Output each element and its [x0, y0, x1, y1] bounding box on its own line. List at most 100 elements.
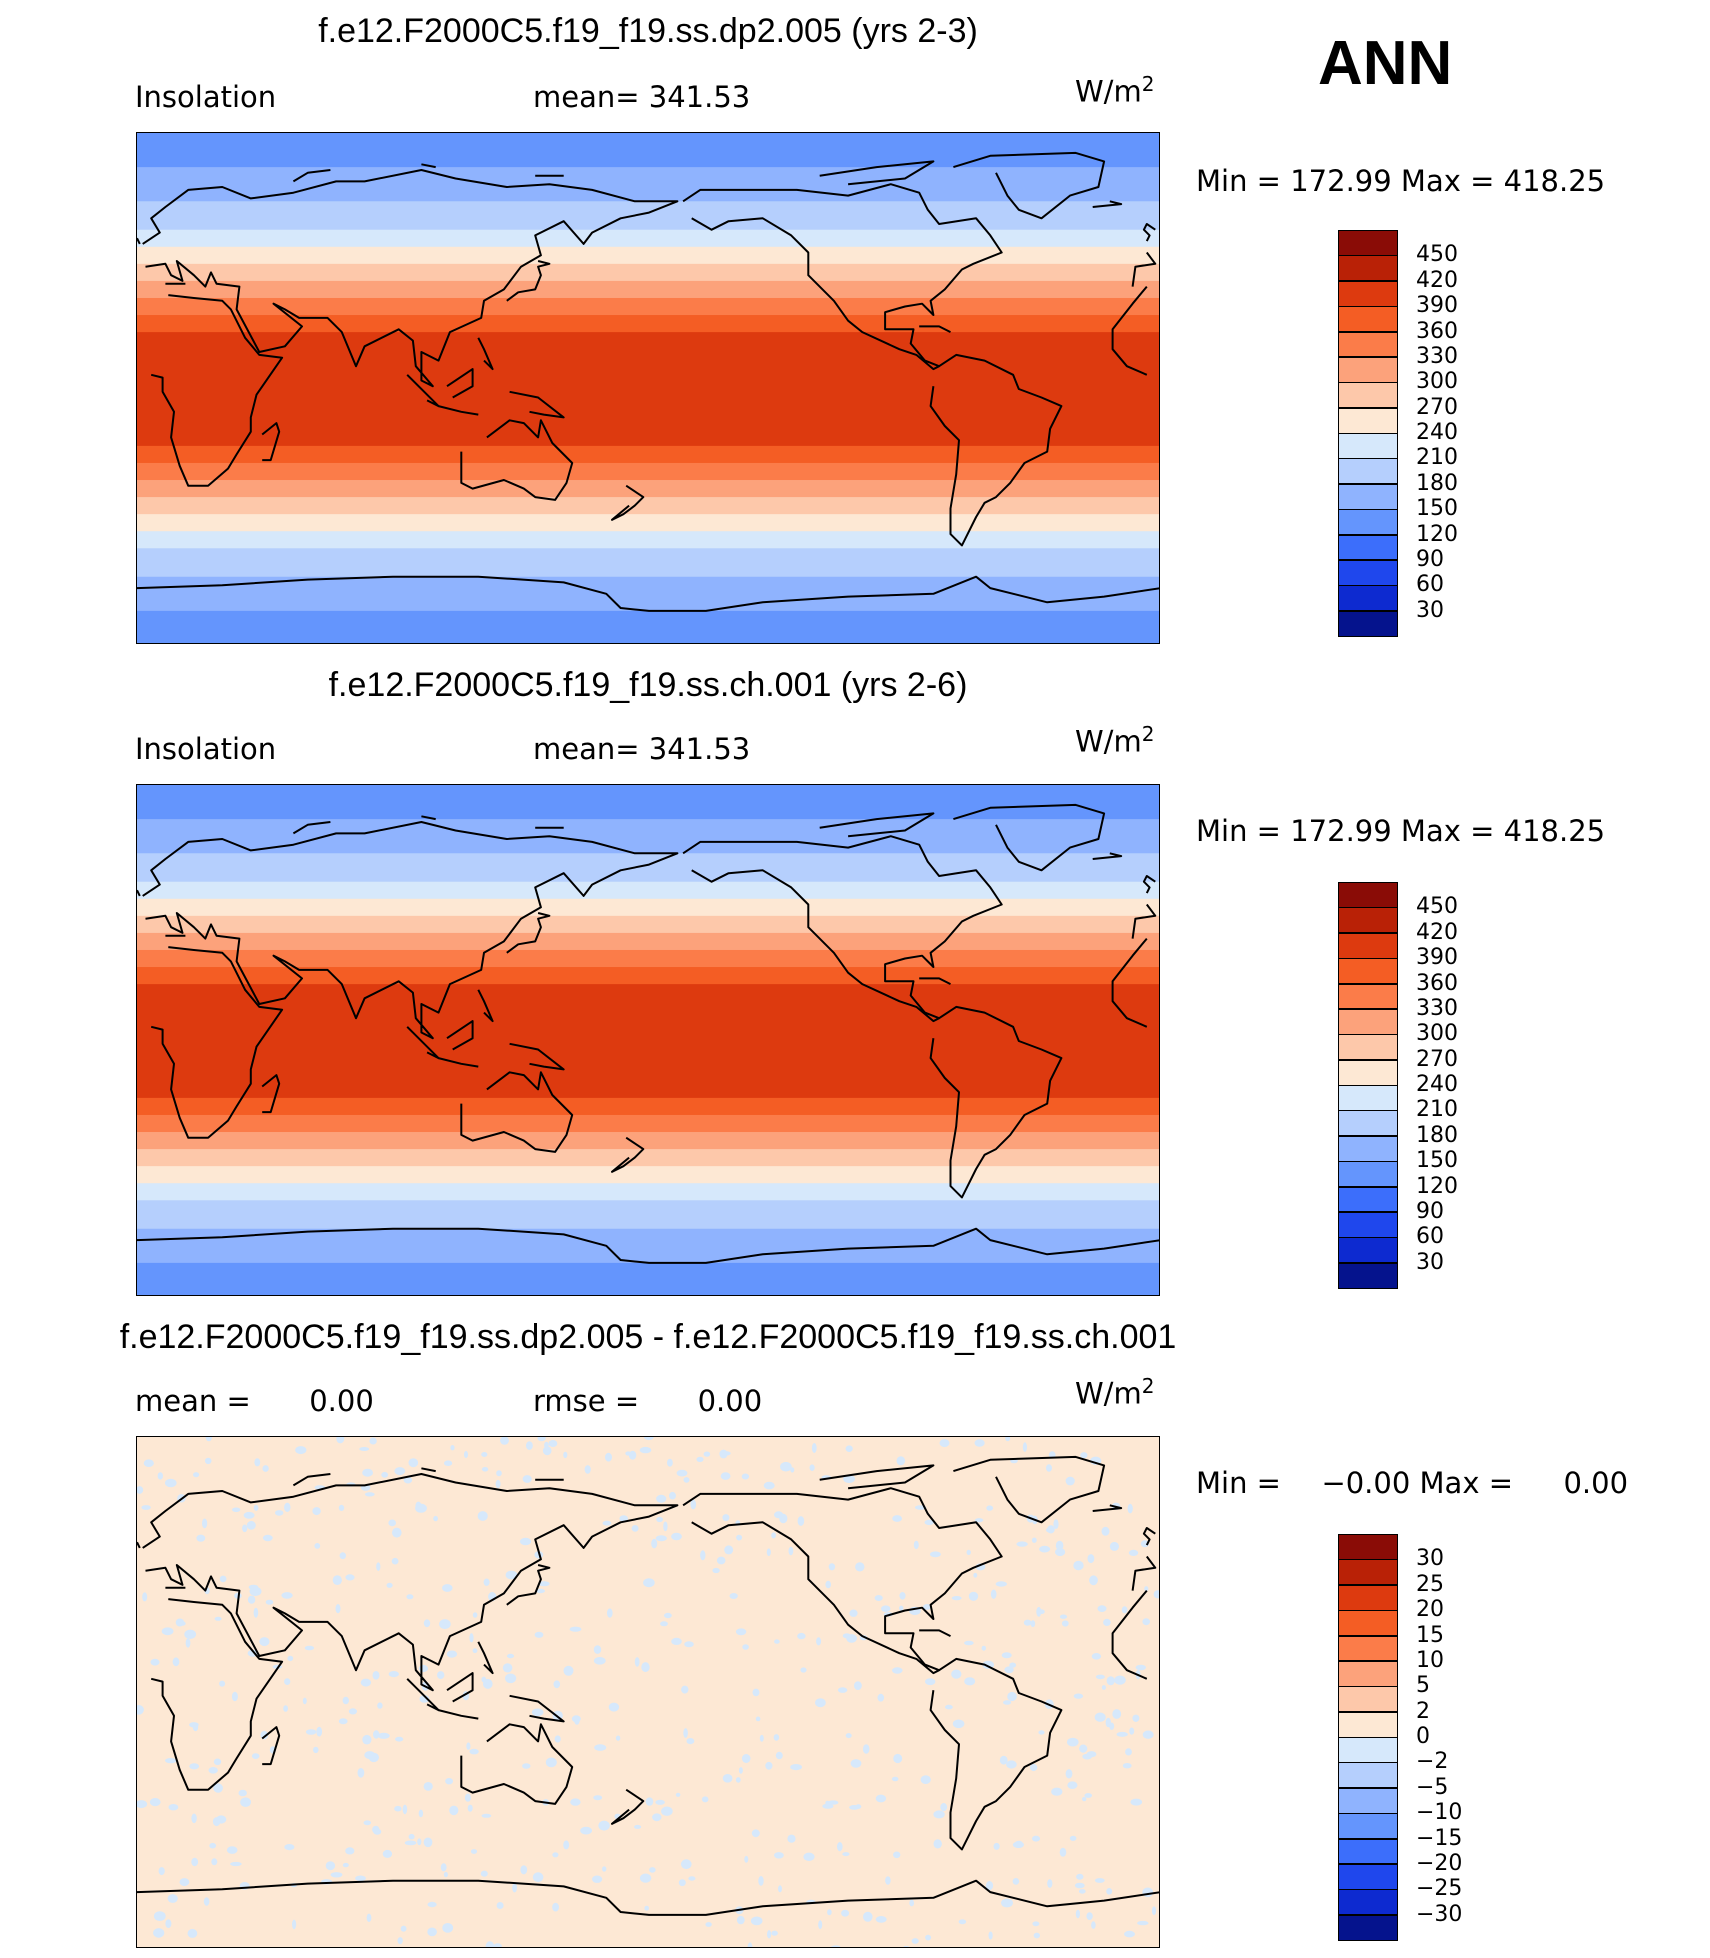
colorbar-swatch: [1338, 983, 1398, 1010]
speckle: [608, 1702, 620, 1712]
insolation-band: [137, 229, 1159, 248]
speckle: [392, 1527, 402, 1538]
speckle: [408, 1833, 415, 1840]
colorbar-tick-label: −25: [1416, 1876, 1463, 1902]
speckle: [191, 1857, 199, 1867]
colorbar-swatch: [1338, 407, 1398, 434]
panel-1-unit-base: W/m: [1075, 74, 1142, 109]
speckle: [520, 1537, 532, 1546]
coastline: [446, 1672, 474, 1703]
colorbar-tick-label: 360: [1416, 970, 1458, 996]
colorbar-swatch: [1338, 1813, 1398, 1839]
speckle: [855, 1562, 865, 1572]
speckle: [933, 1839, 942, 1849]
speckle: [284, 1844, 295, 1851]
speckle: [899, 1605, 904, 1611]
speckle: [172, 1657, 180, 1667]
speckle: [481, 1452, 488, 1457]
speckle: [440, 1863, 447, 1872]
speckle: [522, 1763, 531, 1769]
speckle: [180, 1621, 186, 1626]
season-label: ANN: [1318, 29, 1453, 98]
speckle: [212, 1817, 221, 1827]
coastline: [953, 1455, 1106, 1524]
coastline: [929, 1005, 1063, 1199]
speckle: [634, 1824, 642, 1829]
speckle: [625, 1451, 632, 1456]
speckle: [262, 1465, 269, 1472]
speckle: [1079, 1744, 1088, 1753]
coastlines: [137, 803, 1159, 1264]
insolation-band: [137, 932, 1159, 951]
speckle: [925, 1934, 932, 1941]
colorbar-tick-label: 150: [1416, 496, 1458, 522]
panel-1-minmax: Min = 172.99 Max = 418.25: [1196, 164, 1606, 198]
panel-2-min-label: Min: [1196, 814, 1248, 848]
speckle: [563, 1665, 574, 1676]
speckle: [1091, 1921, 1096, 1929]
speckle: [862, 1744, 870, 1754]
colorbar-tick-label: 20: [1416, 1597, 1444, 1623]
speckle: [1086, 1751, 1097, 1758]
speckle: [863, 1911, 873, 1922]
speckle: [1014, 1840, 1024, 1848]
speckle: [985, 1881, 994, 1891]
speckle: [964, 1640, 974, 1646]
speckle: [202, 1518, 208, 1529]
panel-2-minmax: Min = 172.99 Max = 418.25: [1196, 814, 1606, 848]
speckle: [1130, 1798, 1143, 1806]
speckle: [736, 1915, 745, 1925]
speckle: [1103, 1618, 1111, 1626]
colorbar-swatch: [1338, 1262, 1398, 1289]
speckle: [644, 1905, 649, 1911]
speckle: [752, 1688, 760, 1697]
colorbar-swatch: [1338, 1737, 1398, 1763]
speckle: [251, 1753, 260, 1759]
speckle: [388, 1519, 396, 1527]
speckle: [667, 1458, 673, 1467]
colorbar-swatch: [1338, 356, 1398, 383]
speckle: [1059, 1614, 1068, 1619]
speckle: [292, 1919, 297, 1930]
speckle: [1006, 1760, 1017, 1769]
speckle: [1061, 1620, 1069, 1627]
colorbar-swatch: [1338, 1863, 1398, 1890]
speckle: [1055, 1548, 1066, 1557]
speckle: [700, 1550, 706, 1561]
speckle: [345, 1847, 355, 1855]
colorbar-swatch: [1338, 230, 1398, 256]
speckle: [684, 1641, 694, 1648]
speckle: [688, 1876, 696, 1881]
colorbar-swatch: [1338, 1686, 1398, 1713]
speckle: [372, 1671, 380, 1680]
speckle: [253, 1607, 259, 1618]
speckle: [284, 1502, 291, 1512]
speckle: [923, 1604, 932, 1610]
speckle: [141, 1505, 151, 1510]
speckle: [655, 1799, 665, 1805]
coastlines: [137, 1455, 1159, 1916]
coastline: [446, 1020, 474, 1051]
panel-1-mean-value: 341.53: [648, 80, 751, 114]
colorbar-tick-label: 330: [1416, 995, 1458, 1021]
speckle: [1122, 1763, 1132, 1769]
coastline: [137, 1879, 1159, 1916]
coastline: [261, 1074, 281, 1114]
speckle: [345, 1574, 355, 1581]
insolation-band: [137, 785, 1159, 820]
speckle: [1125, 1748, 1132, 1756]
colorbar-swatch: [1338, 907, 1398, 934]
coastline: [819, 812, 935, 838]
speckle: [137, 1705, 144, 1715]
speckle: [1023, 1619, 1032, 1626]
panel-3-title: f.e12.F2000C5.f19_f19.ss.dp2.005 - f.e12…: [119, 1318, 1177, 1356]
speckle: [690, 1499, 697, 1510]
colorbar-swatch: [1338, 483, 1398, 510]
colorbar-swatch: [1338, 1559, 1398, 1586]
panel-3-rmse-label: rmse =: [533, 1384, 640, 1418]
speckle: [649, 1867, 656, 1873]
speckle: [719, 1449, 728, 1459]
speckle: [532, 1872, 544, 1883]
colorbar-tick-label: 30: [1416, 597, 1444, 623]
speckle: [803, 1852, 815, 1861]
